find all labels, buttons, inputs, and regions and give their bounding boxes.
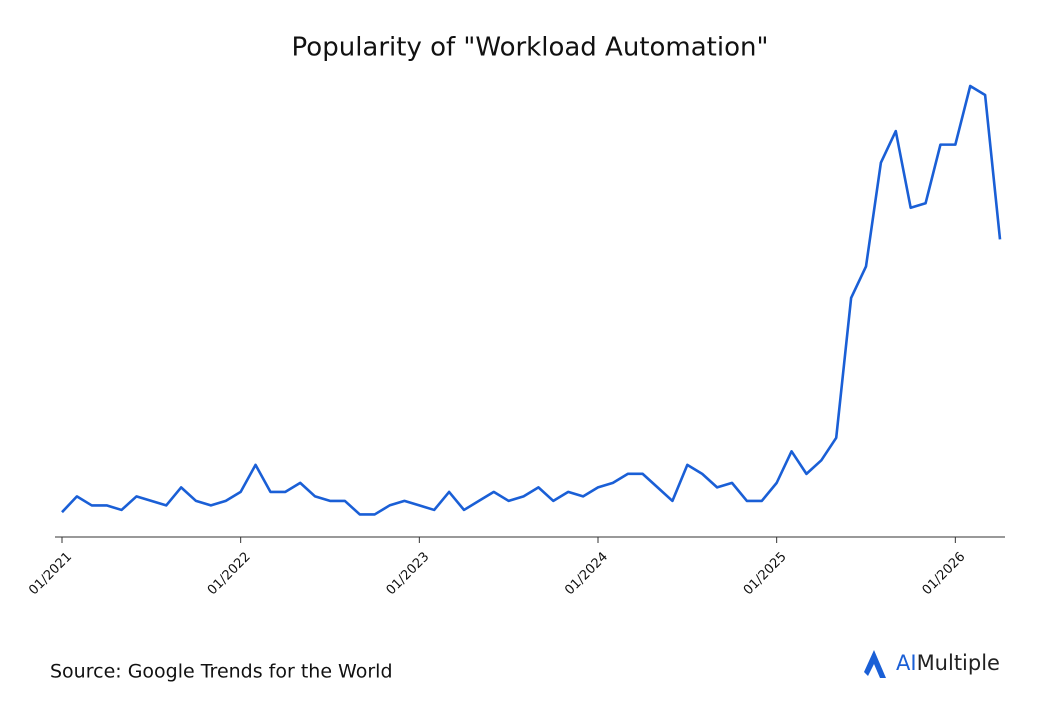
logo: AIMultiple: [864, 650, 1000, 678]
chart-title: Popularity of "Workload Automation": [292, 33, 769, 63]
x-tick-label: 01/2024: [562, 549, 611, 598]
logo-icon: [864, 650, 886, 678]
x-tick-label: 01/2022: [205, 549, 254, 598]
x-tick-label: 01/2021: [26, 549, 75, 598]
source-note: Source: Google Trends for the World: [50, 661, 393, 683]
x-tick-label: 01/2026: [920, 549, 969, 598]
logo-name: Multiple: [917, 651, 1000, 675]
line: [61, 84, 1002, 516]
logo-prefix: AI: [896, 651, 917, 675]
logo-text: AIMultiple: [896, 651, 1000, 675]
x-tick-label: 01/2023: [384, 549, 433, 598]
x-tick-label: 01/2025: [741, 549, 790, 598]
